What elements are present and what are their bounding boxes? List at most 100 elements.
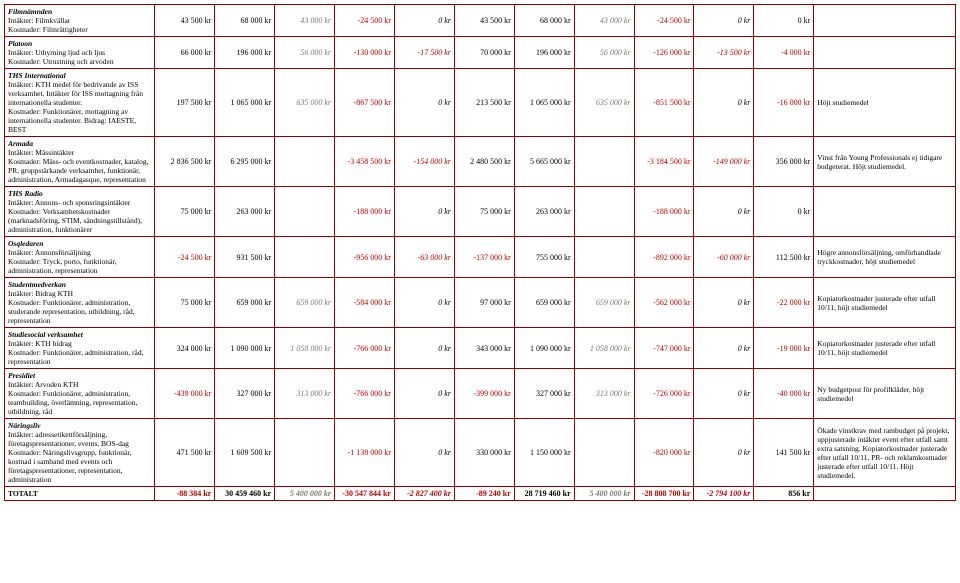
value-cell: 356 000 kr — [754, 137, 814, 187]
total-value: -28 808 700 kr — [634, 487, 694, 501]
row-title: Platoon — [8, 39, 32, 48]
value-cell: 43 000 kr — [275, 5, 335, 37]
value-cell: -63 000 kr — [394, 237, 454, 278]
value-cell: -137 000 kr — [454, 237, 514, 278]
value-cell: 0 kr — [694, 278, 754, 328]
value-cell: 471 500 kr — [155, 419, 215, 487]
row-intakter: Intäkter: Filmkvällar — [8, 16, 70, 25]
total-value: -2 794 100 kr — [694, 487, 754, 501]
row-intakter: Intäkter: Arvoden KTH — [8, 380, 78, 389]
value-cell: -562 000 kr — [634, 278, 694, 328]
value-cell: -766 000 kr — [335, 328, 395, 369]
value-cell: 659 000 kr — [574, 278, 634, 328]
value-cell: 659 000 kr — [514, 278, 574, 328]
value-cell: 0 kr — [394, 278, 454, 328]
value-cell: 931 500 kr — [215, 237, 275, 278]
row-title: Studiesocial verksamhet — [8, 330, 83, 339]
row-title: Filmnämnden — [8, 7, 52, 16]
row-comment — [814, 5, 956, 37]
value-cell: 0 kr — [694, 69, 754, 137]
value-cell: -4 000 kr — [754, 37, 814, 69]
value-cell: 0 kr — [694, 187, 754, 237]
budget-table: FilmnämndenIntäkter: Filmkvällar Kostnade… — [4, 4, 956, 501]
row-description: Studiesocial verksamhetIntäkter: KTH bid… — [5, 328, 155, 369]
value-cell: -892 000 kr — [634, 237, 694, 278]
row-comment: Ny budgetpost för profilkläder, höjt stu… — [814, 369, 956, 419]
row-intakter: Intäkter: Annonsförsäljning — [8, 248, 91, 257]
row-comment: Högre annonsförsäljning, omförhandlade t… — [814, 237, 956, 278]
value-cell: 343 000 kr — [454, 328, 514, 369]
row-comment: Kopiatorkostnader justerade efter utfall… — [814, 278, 956, 328]
value-cell: -60 000 kr — [694, 237, 754, 278]
value-cell: 141 500 kr — [754, 419, 814, 487]
total-value: 5 400 000 kr — [574, 487, 634, 501]
value-cell — [275, 419, 335, 487]
value-cell: 263 000 kr — [514, 187, 574, 237]
value-cell: -40 000 kr — [754, 369, 814, 419]
value-cell: 196 000 kr — [215, 37, 275, 69]
value-cell: -867 500 kr — [335, 69, 395, 137]
value-cell: 196 000 kr — [514, 37, 574, 69]
value-cell: 1 150 000 kr — [514, 419, 574, 487]
value-cell: 0 kr — [394, 69, 454, 137]
value-cell: 0 kr — [394, 419, 454, 487]
row-description: PlatoonIntäkter: Uthyrning ljud och ljus… — [5, 37, 155, 69]
value-cell: 68 000 kr — [215, 5, 275, 37]
table-row: FilmnämndenIntäkter: FilmkvällarKostnade… — [5, 5, 956, 37]
row-title: Näringsliv — [8, 421, 41, 430]
value-cell: -16 000 kr — [754, 69, 814, 137]
table-row: PresidietIntäkter: Arvoden KTHKostnader:… — [5, 369, 956, 419]
value-cell: -188 000 kr — [335, 187, 395, 237]
value-cell — [574, 237, 634, 278]
value-cell: -399 000 kr — [454, 369, 514, 419]
value-cell: -24 500 kr — [634, 5, 694, 37]
total-value: 28 719 460 kr — [514, 487, 574, 501]
value-cell: 213 500 kr — [454, 69, 514, 137]
value-cell: 635 000 kr — [275, 69, 335, 137]
row-intakter: Intäkter: Bidrag KTH — [8, 289, 73, 298]
value-cell: 75 000 kr — [155, 278, 215, 328]
row-kostnader: Kostnader: Tryck, porto, funktionär, adm… — [8, 257, 116, 275]
value-cell — [574, 137, 634, 187]
table-row: THS InternationalIntäkter: KTH medel för… — [5, 69, 956, 137]
value-cell: 327 000 kr — [215, 369, 275, 419]
value-cell: -130 000 kr — [335, 37, 395, 69]
value-cell: -188 000 kr — [634, 187, 694, 237]
value-cell: -747 000 kr — [634, 328, 694, 369]
row-kostnader: Kostnader: Näringslivsgrupp, funktionär,… — [8, 448, 131, 484]
value-cell: 0 kr — [694, 419, 754, 487]
row-kostnader: Kostnader: Funktionärer, administration,… — [8, 389, 137, 416]
value-cell: 0 kr — [754, 5, 814, 37]
table-row: PlatoonIntäkter: Uthyrning ljud och ljus… — [5, 37, 956, 69]
value-cell: -3 458 500 kr — [335, 137, 395, 187]
value-cell — [275, 187, 335, 237]
row-comment: Ökade vinstkrav med rambudget på projekt… — [814, 419, 956, 487]
row-intakter: Intäkter: Uthyrning ljud och ljus — [8, 48, 105, 57]
value-cell: 1 609 500 kr — [215, 419, 275, 487]
total-value: -89 240 kr — [454, 487, 514, 501]
value-cell: -1 138 000 kr — [335, 419, 395, 487]
value-cell: 1 065 000 kr — [215, 69, 275, 137]
row-kostnader: Kostnader: Funktionärer, administration,… — [8, 348, 144, 366]
value-cell: 75 000 kr — [454, 187, 514, 237]
value-cell: 2 480 500 kr — [454, 137, 514, 187]
value-cell: 197 500 kr — [155, 69, 215, 137]
value-cell: 0 kr — [394, 328, 454, 369]
total-comment — [814, 487, 956, 501]
table-row: StudentmedverkanIntäkter: Bidrag KTHKost… — [5, 278, 956, 328]
row-title: Presidiet — [8, 371, 35, 380]
value-cell: 1 090 000 kr — [215, 328, 275, 369]
total-value: -2 827 400 kr — [394, 487, 454, 501]
value-cell: 313 000 kr — [275, 369, 335, 419]
value-cell: 0 kr — [754, 187, 814, 237]
row-comment: Vinst från Young Professionals ej tidiga… — [814, 137, 956, 187]
row-description: THS RadioIntäkter: Annons- och sponsring… — [5, 187, 155, 237]
total-value: -30 547 844 kr — [335, 487, 395, 501]
value-cell: 635 000 kr — [574, 69, 634, 137]
table-row: THS RadioIntäkter: Annons- och sponsring… — [5, 187, 956, 237]
value-cell: 0 kr — [694, 5, 754, 37]
value-cell: 0 kr — [694, 369, 754, 419]
row-title: Studentmedverkan — [8, 280, 66, 289]
row-kostnader: Kostnader: Mäss- och eventkostnader, kat… — [8, 157, 149, 184]
value-cell: -766 000 kr — [335, 369, 395, 419]
